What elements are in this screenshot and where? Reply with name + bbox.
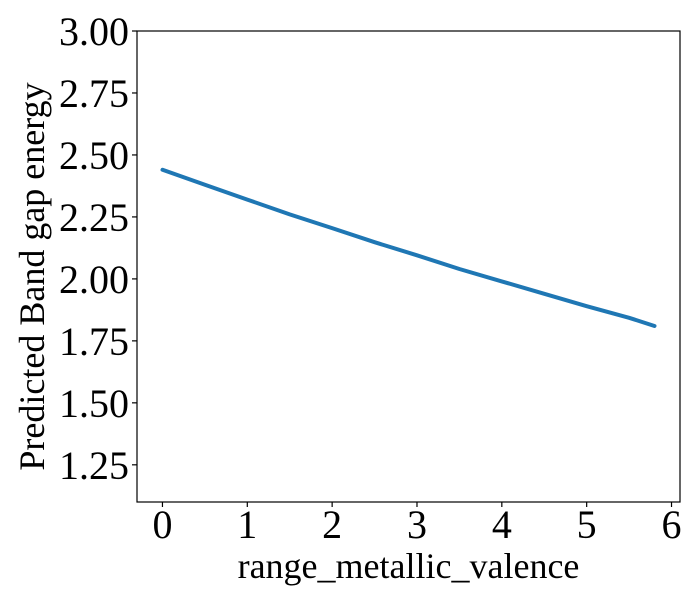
plot-frame	[136, 30, 681, 503]
plot-area	[160, 167, 657, 328]
y-tick-label: 2.00	[59, 257, 129, 302]
x-tick-label: 0	[152, 502, 172, 547]
x-tick-label: 1	[237, 502, 257, 547]
y-tick-label: 2.50	[59, 133, 129, 178]
x-axis-label: range_metallic_valence	[238, 546, 580, 586]
y-tick-label: 1.75	[59, 319, 129, 364]
x-tick-label: 6	[662, 502, 682, 547]
y-tick-label: 2.25	[59, 195, 129, 240]
y-tick-label: 3.00	[59, 9, 129, 54]
y-axis-label: Predicted Band gap energy	[12, 82, 52, 470]
x-tick-label: 3	[407, 502, 427, 547]
y-tick-label: 2.75	[59, 71, 129, 116]
x-tick-label: 4	[492, 502, 512, 547]
x-tick-label: 2	[322, 502, 342, 547]
y-tick-label: 1.25	[59, 443, 129, 488]
x-tick-label: 5	[577, 502, 597, 547]
series-line	[160, 167, 657, 328]
y-tick-label: 1.50	[59, 381, 129, 426]
axis-ticks: 0 1 2 3 4 5 6 1.25 1.50 1.75 2.00 2.25 2.50 2.75 3.00	[59, 9, 682, 547]
